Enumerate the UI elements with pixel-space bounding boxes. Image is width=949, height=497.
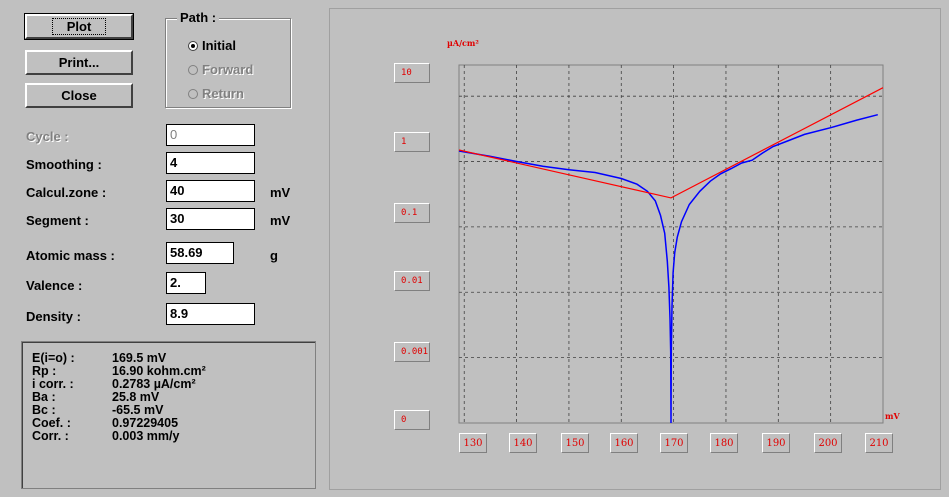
- x-tick-label: 160: [610, 433, 638, 453]
- result-value: 25.8 mV: [112, 390, 160, 404]
- x-tick-label: 170: [660, 433, 688, 453]
- smoothing-label: Smoothing :: [26, 157, 102, 172]
- result-key: Ba :: [32, 390, 56, 404]
- valence-field[interactable]: 2.: [166, 272, 206, 294]
- path-groupbox: [165, 18, 291, 108]
- radio-initial[interactable]: Initial: [188, 38, 236, 53]
- y-tick-label: 0.1: [394, 203, 430, 223]
- density-field[interactable]: 8.9: [166, 303, 255, 325]
- result-value: 16.90 kohm.cm²: [112, 364, 206, 378]
- plot-area: µA/cm² mV 10 1 0.1 0.01 0.001 0 130 140 …: [329, 8, 941, 490]
- result-row: Ba : 25.8 mV: [32, 391, 159, 404]
- radio-forward[interactable]: Forward: [188, 62, 253, 77]
- path-group-title: Path :: [177, 10, 220, 25]
- y-tick-label: 0.01: [394, 271, 430, 291]
- calcul-zone-label: Calcul.zone :: [26, 185, 107, 200]
- y-tick-label: 1: [394, 132, 430, 152]
- result-row: Corr. : 0.003 mm/y: [32, 430, 179, 443]
- result-key: i corr. :: [32, 377, 74, 391]
- atomic-mass-unit: g: [270, 248, 278, 263]
- print-button[interactable]: Print...: [25, 50, 133, 75]
- y-tick-label: 10: [394, 63, 430, 83]
- x-tick-label: 140: [509, 433, 537, 453]
- segment-unit: mV: [270, 213, 291, 228]
- atomic-mass-label: Atomic mass :: [26, 248, 115, 263]
- x-tick-label: 190: [762, 433, 790, 453]
- cycle-label: Cycle :: [26, 129, 69, 144]
- y-unit-label: µA/cm²: [447, 38, 479, 48]
- result-row: Rp : 16.90 kohm.cm²: [32, 365, 206, 378]
- x-unit-label: mV: [885, 411, 900, 421]
- y-tick-label: 0: [394, 410, 430, 430]
- cycle-field[interactable]: 0: [166, 124, 255, 146]
- result-value: -65.5 mV: [112, 403, 164, 417]
- radio-dot-icon: [188, 88, 198, 99]
- radio-initial-label: Initial: [202, 38, 236, 53]
- close-button-label: Close: [61, 88, 97, 103]
- result-row: E(i=o) : 169.5 mV: [32, 352, 166, 365]
- result-value: 169.5 mV: [112, 351, 167, 365]
- result-key: Rp :: [32, 364, 57, 378]
- segment-field[interactable]: 30: [166, 208, 255, 230]
- x-tick-label: 180: [710, 433, 738, 453]
- result-key: E(i=o) :: [32, 351, 75, 365]
- result-value: 0.2783 µA/cm²: [112, 377, 196, 391]
- result-key: Bc :: [32, 403, 56, 417]
- plot-button[interactable]: Plot: [24, 13, 134, 40]
- result-row: Bc : -65.5 mV: [32, 404, 163, 417]
- radio-dot-icon: [188, 64, 198, 75]
- x-tick-label: 130: [459, 433, 487, 453]
- smoothing-field[interactable]: 4: [166, 152, 255, 174]
- plot-svg: [458, 64, 884, 424]
- plot-button-label: Plot: [51, 18, 107, 35]
- close-button[interactable]: Close: [25, 83, 133, 108]
- result-value: 0.97229405: [112, 416, 179, 430]
- y-tick-label: 0.001: [394, 342, 430, 362]
- result-key: Coef. :: [32, 416, 71, 430]
- radio-return[interactable]: Return: [188, 86, 244, 101]
- print-button-label: Print...: [58, 55, 100, 70]
- atomic-mass-field[interactable]: 58.69: [166, 242, 234, 264]
- radio-return-label: Return: [202, 86, 244, 101]
- x-tick-label: 210: [865, 433, 893, 453]
- calcul-zone-field[interactable]: 40: [166, 180, 255, 202]
- measured-curve: [458, 113, 878, 424]
- segment-label: Segment :: [26, 213, 89, 228]
- result-row: Coef. : 0.97229405: [32, 417, 178, 430]
- result-value: 0.003 mm/y: [112, 429, 180, 443]
- density-label: Density :: [26, 309, 81, 324]
- valence-label: Valence :: [26, 278, 83, 293]
- radio-dot-icon: [188, 40, 198, 51]
- x-tick-label: 150: [561, 433, 589, 453]
- calcul-zone-unit: mV: [270, 185, 291, 200]
- radio-forward-label: Forward: [202, 62, 254, 77]
- results-panel: E(i=o) : 169.5 mV Rp : 16.90 kohm.cm² i co…: [21, 341, 316, 489]
- result-row: i corr. : 0.2783 µA/cm²: [32, 378, 196, 391]
- result-key: Corr. :: [32, 429, 69, 443]
- x-tick-label: 200: [814, 433, 842, 453]
- tafel-fit-line: [458, 87, 884, 199]
